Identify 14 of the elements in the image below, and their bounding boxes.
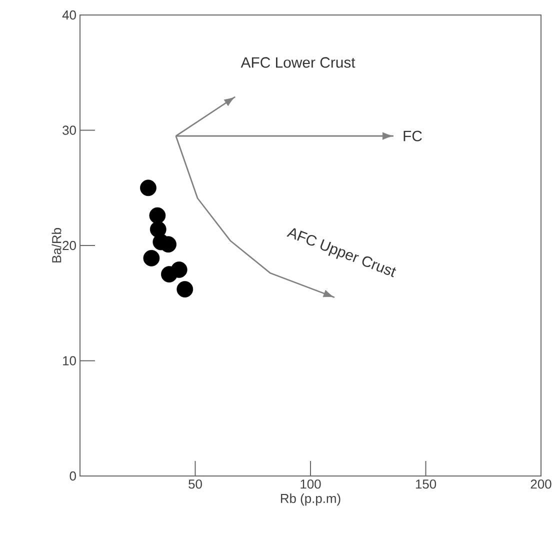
y-tick-label: 40 [62, 10, 76, 20]
x-tick-label: 150 [416, 480, 436, 489]
y-tick-label: 20 [62, 240, 76, 250]
annotation: AFC Lower Crust [240, 57, 356, 68]
annotation: FC [404, 130, 422, 142]
y-tick-label: 0 [70, 471, 76, 481]
y-tick-label: 10 [63, 356, 76, 366]
x-axis-title: Rb (p.p.m) [280, 494, 340, 506]
annotation: AFC Upper Crust [286, 228, 396, 278]
y-tick-label: 30 [62, 126, 76, 135]
x-tick-label: 50 [188, 480, 202, 489]
x-tick-label: 200 [530, 480, 552, 489]
y-axis-title: Ba/Rb [52, 228, 62, 262]
x-tick-label: 100 [300, 480, 321, 489]
